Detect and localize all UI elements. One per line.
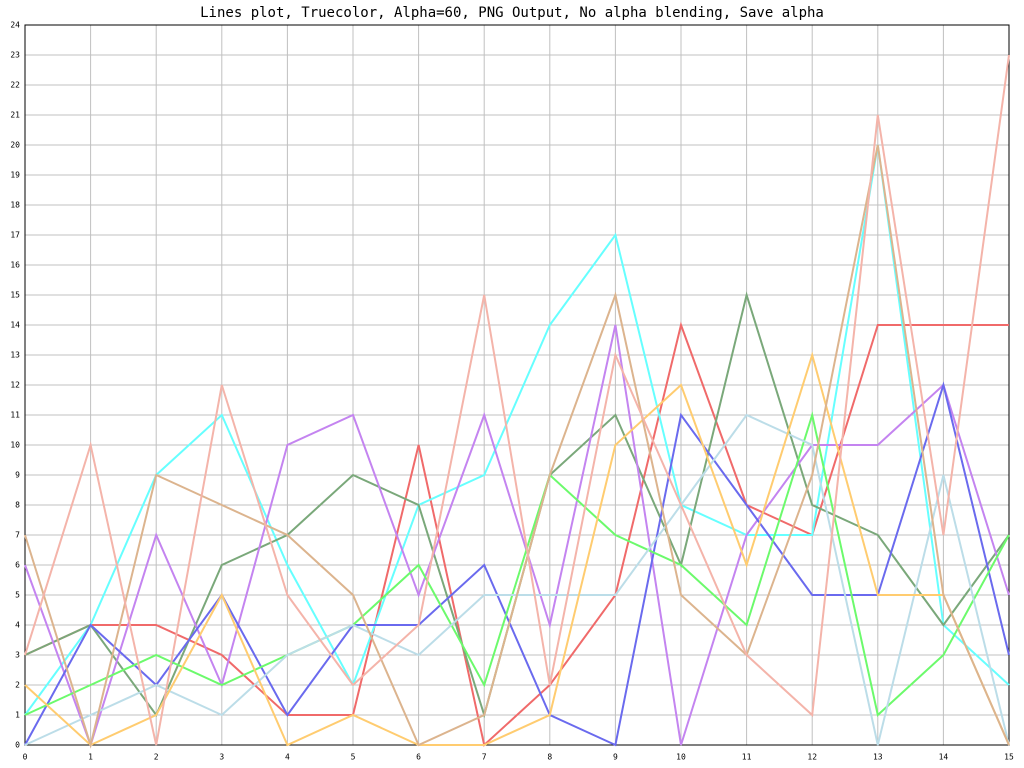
y-tick-label: 0 — [15, 741, 20, 750]
x-tick-label: 9 — [613, 753, 618, 762]
x-tick-label: 15 — [1004, 753, 1014, 762]
y-tick-label: 19 — [10, 171, 20, 180]
x-tick-label: 6 — [416, 753, 421, 762]
y-tick-label: 11 — [10, 411, 20, 420]
line-series — [24, 324, 1010, 749]
y-tick-label: 22 — [10, 81, 20, 90]
x-tick-label: 1 — [88, 753, 93, 762]
x-tick-label: 14 — [939, 753, 949, 762]
y-tick-label: 21 — [10, 111, 20, 120]
y-tick-label: 10 — [10, 441, 20, 450]
x-tick-label: 11 — [742, 753, 752, 762]
y-tick-label: 24 — [10, 21, 20, 30]
x-tick-label: 5 — [351, 753, 356, 762]
plot-frame — [24, 24, 1010, 746]
line-series — [24, 54, 1010, 746]
y-tick-label: 18 — [10, 201, 20, 210]
chart-title: Lines plot, Truecolor, Alpha=60, PNG Out… — [200, 5, 824, 21]
line-series — [24, 351, 1010, 747]
y-tick-label: 23 — [10, 51, 20, 60]
line-series — [24, 411, 1010, 717]
y-tick-label: 13 — [10, 351, 20, 360]
y-tick-label: 8 — [15, 501, 20, 510]
x-tick-label: 3 — [219, 753, 224, 762]
y-tick-label: 16 — [10, 261, 20, 270]
y-tick-label: 6 — [15, 561, 20, 570]
y-tick-label: 1 — [15, 711, 20, 720]
y-tick-label: 4 — [15, 621, 20, 630]
x-tick-label: 8 — [547, 753, 552, 762]
x-tick-label: 7 — [482, 753, 487, 762]
y-tick-label: 20 — [10, 141, 20, 150]
y-tick-label: 15 — [10, 291, 20, 300]
x-tick-label: 10 — [676, 753, 686, 762]
x-tick-label: 0 — [23, 753, 28, 762]
line-series — [24, 144, 1010, 716]
y-tick-label: 7 — [15, 531, 20, 540]
y-tick-label: 2 — [15, 681, 20, 690]
y-tick-label: 5 — [15, 591, 20, 600]
y-tick-label: 9 — [15, 471, 20, 480]
x-tick-label: 4 — [285, 753, 290, 762]
y-tick-label: 14 — [10, 321, 20, 330]
x-tick-label: 2 — [154, 753, 159, 762]
x-tick-label: 13 — [873, 753, 883, 762]
x-tick-label: 12 — [807, 753, 817, 762]
y-tick-label: 12 — [10, 381, 20, 390]
line-series — [24, 144, 1010, 749]
y-tick-label: 3 — [15, 651, 20, 660]
y-tick-label: 17 — [10, 231, 20, 240]
